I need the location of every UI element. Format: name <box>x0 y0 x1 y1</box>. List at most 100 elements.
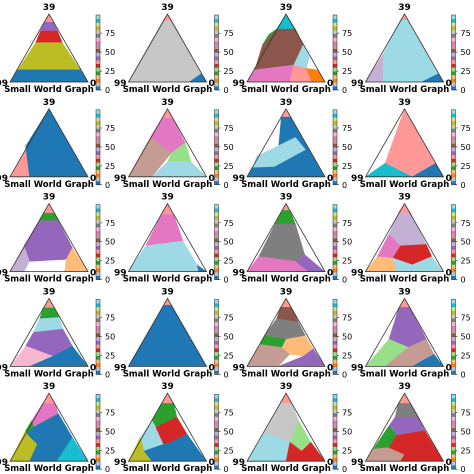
panel-title: 39 <box>398 3 411 13</box>
colorbar-swatch <box>451 340 456 345</box>
colorbar-swatch <box>451 424 456 429</box>
colorbar-swatch <box>451 230 456 235</box>
colorbar-swatch <box>96 318 100 323</box>
colorbar-swatch <box>333 60 337 64</box>
colorbar-swatch <box>96 41 100 46</box>
colorbar-swatch <box>333 169 337 174</box>
colorbar-swatch <box>214 340 219 345</box>
region-patch <box>262 28 277 45</box>
colorbar-frame <box>95 204 101 280</box>
region-patch <box>160 392 175 404</box>
colorbar-swatch <box>451 45 456 49</box>
triangle-outline <box>9 13 89 83</box>
left-corner-label: 99 <box>351 269 364 279</box>
bottom-label: Small World Graph <box>4 85 94 95</box>
colorbar-tick-label: 0 <box>461 465 466 474</box>
right-corner-label: 0 <box>446 458 452 468</box>
colorbar-swatch <box>451 117 456 122</box>
right-corner-label: 0 <box>327 79 333 89</box>
colorbar-swatch <box>333 48 337 53</box>
colorbar-swatch <box>214 60 219 64</box>
colorbar-swatch <box>451 139 456 144</box>
colorbar-swatch <box>214 303 219 308</box>
left-corner-label: 99 <box>351 458 364 468</box>
colorbar-tick-label: 25 <box>461 352 471 361</box>
left-corner-label: 99 <box>114 174 127 184</box>
colorbar-swatch <box>214 208 219 213</box>
colorbar-swatch <box>333 212 337 217</box>
colorbar-swatch <box>214 139 219 144</box>
colorbar-swatch <box>333 249 337 254</box>
colorbar-swatch <box>214 143 219 148</box>
colorbar-tick-label: 50 <box>105 143 115 152</box>
panel-title: 39 <box>398 98 411 108</box>
colorbar-swatch <box>451 260 456 265</box>
panel-title: 39 <box>43 382 56 392</box>
colorbar-swatch <box>96 56 100 61</box>
colorbar-swatch <box>451 442 456 447</box>
colorbar-swatch <box>96 431 100 436</box>
colorbar-swatch <box>451 162 456 167</box>
colorbar-tick-label: 50 <box>224 427 234 436</box>
colorbar-swatch <box>214 333 219 338</box>
colorbar-swatch <box>451 397 456 402</box>
colorbar-swatch <box>451 109 456 114</box>
colorbar-swatch <box>333 181 337 185</box>
colorbar-swatch <box>96 33 100 38</box>
colorbar-swatch <box>333 154 337 159</box>
colorbar-swatch <box>333 321 337 326</box>
colorbar-swatch <box>451 299 456 304</box>
colorbar-swatch <box>96 136 100 140</box>
colorbar-swatch <box>96 303 100 308</box>
left-corner-label: 99 <box>232 174 245 184</box>
colorbar-swatch <box>214 461 219 466</box>
colorbar-swatch <box>214 37 219 42</box>
colorbar-swatch <box>214 234 219 239</box>
right-corner-label: 0 <box>209 174 215 184</box>
bottom-label: Small World Graph <box>123 85 213 95</box>
colorbar-tick-label: 0 <box>105 181 110 190</box>
bottom-label: Small World Graph <box>360 180 450 190</box>
colorbar-swatch <box>451 249 456 254</box>
colorbar-swatch <box>96 173 100 178</box>
colorbar-swatch <box>451 329 456 334</box>
colorbar-frame <box>214 204 219 280</box>
colorbar-swatch <box>214 348 219 353</box>
colorbar-swatch <box>214 314 219 319</box>
colorbar-swatch <box>214 173 219 178</box>
colorbar-swatch <box>96 78 100 83</box>
triangle-outline <box>127 297 208 367</box>
panel-title: 39 <box>398 382 411 392</box>
left-corner-label: 99 <box>0 174 8 184</box>
colorbar-swatch <box>451 348 456 353</box>
bottom-label: Small World Graph <box>4 275 94 285</box>
colorbar-swatch <box>451 60 456 64</box>
colorbar-swatch <box>214 169 219 174</box>
colorbar-swatch <box>96 71 100 76</box>
colorbar-tick-label: 25 <box>105 352 115 361</box>
colorbar-swatch <box>214 370 219 375</box>
colorbar-tick-label: 25 <box>342 352 352 361</box>
colorbar-swatch <box>333 431 337 436</box>
colorbar-swatch <box>333 344 337 349</box>
colorbar-swatch <box>96 22 100 27</box>
panel-title: 39 <box>43 287 56 297</box>
colorbar-swatch <box>96 124 100 129</box>
region-patch <box>40 22 58 32</box>
left-corner-label: 99 <box>351 363 364 373</box>
region-patch <box>128 240 199 272</box>
colorbar-swatch <box>451 212 456 217</box>
triangle-outline <box>127 13 208 83</box>
colorbar-swatch <box>214 230 219 235</box>
colorbar-swatch <box>333 268 337 273</box>
colorbar-swatch <box>451 257 456 262</box>
colorbar-swatch <box>333 208 337 213</box>
colorbar-swatch <box>333 446 337 451</box>
colorbar-swatch <box>333 336 337 341</box>
colorbar-swatch <box>451 272 456 277</box>
panel-title: 39 <box>161 3 174 13</box>
